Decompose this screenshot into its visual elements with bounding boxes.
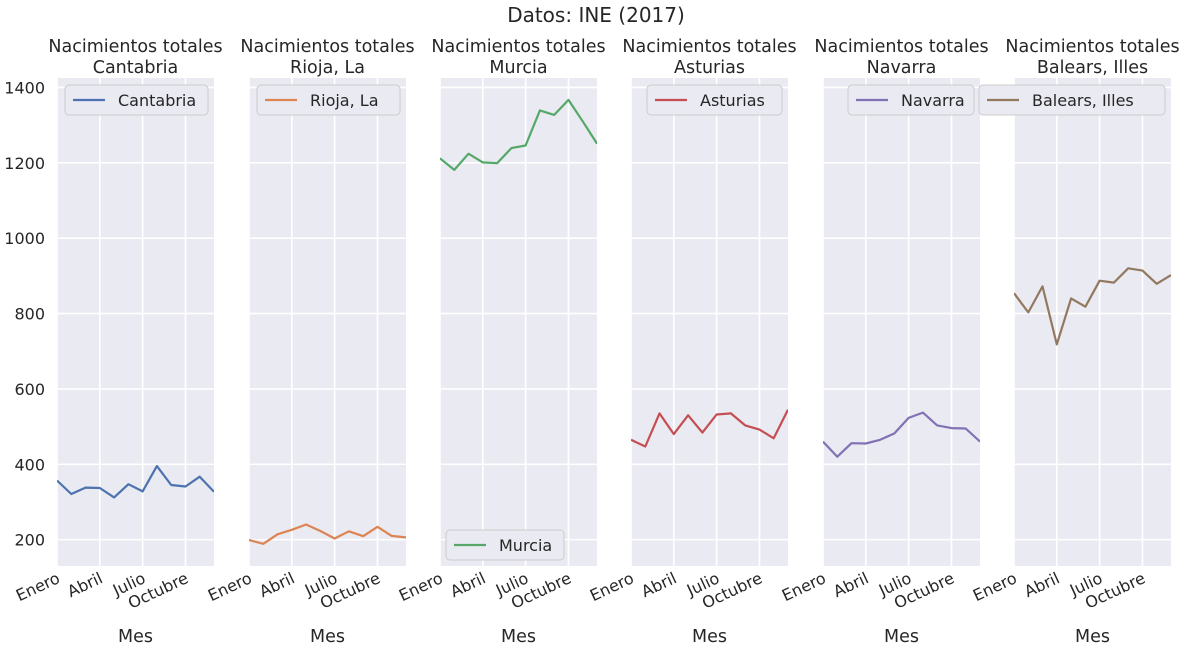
panel-subtitle: Rioja, La [290, 58, 365, 78]
y-tick-label: 1000 [4, 229, 45, 248]
panel-subtitle: Murcia [489, 58, 547, 78]
panel-subtitle: Asturias [674, 58, 745, 78]
panel-title: Nacimientos totales [431, 37, 605, 57]
panel-title: Nacimientos totales [622, 37, 796, 57]
legend: Asturias [646, 84, 783, 116]
x-tick-label: Abril [256, 568, 297, 601]
panel-title: Nacimientos totales [48, 37, 222, 57]
legend-label: Cantabria [118, 91, 196, 110]
series-line [1014, 267, 1171, 346]
legend-label: Rioja, La [310, 91, 379, 110]
panel-title: Nacimientos totales [1005, 37, 1179, 57]
legend: Balears, Illes [978, 84, 1166, 116]
legend: Cantabria [64, 84, 209, 116]
x-tick-label: Enero [587, 568, 637, 605]
legend-label: Balears, Illes [1032, 91, 1134, 110]
y-tick-label: 200 [14, 531, 45, 550]
plot-background [57, 78, 214, 566]
legend-box [64, 84, 209, 116]
x-axis-label: Mes [884, 627, 919, 647]
legend-box [445, 529, 565, 561]
x-tick-label: Abril [638, 568, 679, 601]
series-line [249, 523, 406, 545]
x-axis-label: Mes [692, 627, 727, 647]
y-tick-label: 1400 [4, 78, 45, 97]
legend-label: Navarra [901, 91, 965, 110]
legend: Rioja, La [256, 84, 401, 116]
x-axis-label: Mes [1075, 627, 1110, 647]
legend-box [847, 84, 975, 116]
y-tick-label: 800 [14, 305, 45, 324]
x-tick-label: Enero [779, 568, 829, 605]
x-tick-label: Abril [64, 568, 105, 601]
y-tick-label: 1200 [4, 154, 45, 173]
legend-box [978, 84, 1166, 116]
panel-subtitle: Navarra [867, 58, 937, 78]
x-tick-label: Enero [970, 568, 1020, 605]
x-axis-label: Mes [501, 627, 536, 647]
panel-subtitle: Cantabria [93, 58, 179, 78]
x-tick-label: Enero [396, 568, 446, 605]
plot-background [440, 78, 597, 566]
legend-label: Asturias [700, 91, 765, 110]
x-axis-label: Mes [310, 627, 345, 647]
panel-title: Nacimientos totales [814, 37, 988, 57]
x-tick-label: Enero [205, 568, 255, 605]
x-tick-label: Abril [447, 568, 488, 601]
panel-subtitle: Balears, Illes [1037, 58, 1148, 78]
plot-background [823, 78, 980, 566]
legend-box [256, 84, 401, 116]
y-tick-label: 600 [14, 380, 45, 399]
series-line [823, 411, 980, 458]
legend: Murcia [445, 529, 565, 561]
x-tick-label: Abril [830, 568, 871, 601]
legend-label: Murcia [499, 536, 552, 555]
plot-background [249, 78, 406, 566]
x-tick-label: Abril [1021, 568, 1062, 601]
y-tick-label: 400 [14, 455, 45, 474]
series-line [631, 409, 788, 448]
series-line [440, 98, 597, 171]
panel-title: Nacimientos totales [240, 37, 414, 57]
series-line [57, 465, 214, 499]
plot-background [631, 78, 788, 566]
panels: 200 400 600 800 1000 1200 1400 Enero Abril JulioO… [4, 37, 1179, 647]
plot-background [1014, 78, 1171, 566]
x-axis-label: Mes [118, 627, 153, 647]
x-tick-label: Enero [13, 568, 63, 605]
legend-box [646, 84, 783, 116]
legend: Navarra [847, 84, 975, 116]
chart-suptitle: Datos: INE (2017) [507, 3, 685, 27]
